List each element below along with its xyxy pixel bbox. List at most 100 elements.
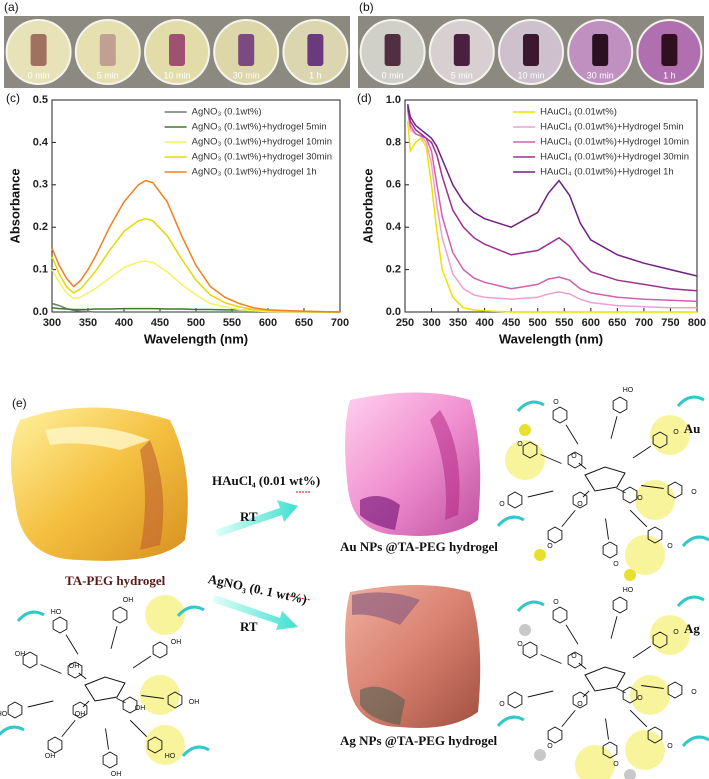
atom-label: O [547, 543, 553, 550]
ring [652, 431, 668, 449]
ring [667, 681, 683, 699]
photo-label: 1 h [663, 70, 676, 80]
photo-label: 0 min [382, 70, 404, 80]
hydrogel [592, 34, 609, 66]
arrow [215, 500, 298, 537]
x-axis-title: Wavelength (nm) [144, 331, 248, 346]
x-axis-title: Wavelength (nm) [499, 331, 603, 346]
atom-label: O [547, 743, 553, 750]
bond [65, 634, 79, 655]
photo-label: 0 min [28, 70, 50, 80]
atom-label: HO [165, 753, 176, 760]
gel-shade [352, 592, 420, 625]
core-ring [584, 666, 626, 692]
photo-label: 10 min [163, 70, 190, 80]
bond [582, 490, 590, 498]
x-tick-label: 600 [259, 317, 277, 329]
ring [552, 606, 568, 624]
peg-chain [496, 715, 525, 728]
ring [567, 451, 583, 469]
atom-label: O [571, 453, 577, 460]
ring [22, 651, 38, 669]
x-tick-label: 350 [79, 317, 97, 329]
atom-label: OH [135, 705, 146, 712]
gel-shade [430, 410, 460, 520]
y-axis-title: Absorbance [360, 168, 375, 243]
highlight [650, 615, 690, 655]
ring [122, 696, 138, 714]
highlight [575, 745, 615, 779]
bond [616, 687, 626, 694]
highlight [635, 480, 675, 520]
y-tick-label: 0.1 [33, 264, 48, 276]
legend-label: HAuCl₄ (0.01wt%)+Hydrogel 30min [540, 152, 689, 163]
ring [647, 726, 663, 744]
panel-label: (d) [357, 91, 372, 105]
photo-label: 5 min [451, 70, 473, 80]
atom-label: O [667, 543, 673, 550]
bond [565, 424, 579, 445]
highlight [625, 535, 665, 575]
bond [105, 728, 109, 750]
x-tick-label: 400 [475, 317, 493, 329]
atom-label: O [613, 761, 619, 768]
x-tick-label: 800 [688, 317, 706, 329]
panel-label: (e) [12, 396, 27, 410]
y-tick-label: 0.4 [33, 136, 49, 148]
atom-label: O [691, 689, 697, 696]
legend-label: AgNO₃ (0.1wt%) [192, 107, 262, 118]
hydrogel [30, 34, 47, 66]
x-tick-label: 550 [555, 317, 573, 329]
product-label: Au NPs @TA-PEG hydrogel [340, 539, 498, 554]
x-tick-label: 700 [331, 317, 349, 329]
bond [40, 664, 62, 674]
series-line [406, 110, 697, 309]
x-tick-label: 500 [187, 317, 205, 329]
nanoparticle [624, 769, 636, 779]
bond [582, 690, 590, 698]
y-tick-label: 1.0 [386, 94, 401, 106]
metal-tag: Au [684, 421, 701, 436]
series-line [406, 121, 697, 313]
hydrogel [384, 34, 401, 66]
highlight [145, 725, 185, 765]
bond [641, 485, 664, 489]
bond [116, 697, 126, 704]
ring [52, 616, 68, 634]
atom-label: O [499, 701, 505, 708]
gel-shade [140, 440, 164, 550]
bond [82, 700, 90, 708]
x-tick-label: 650 [608, 317, 626, 329]
bond [605, 518, 609, 540]
ring [572, 691, 588, 709]
highlight [505, 440, 545, 480]
bond [129, 719, 148, 738]
bond [578, 462, 587, 470]
legend-label: AgNO₃ (0.1wt%)+hydrogel 10min [192, 137, 332, 148]
atom-label: HO [623, 387, 634, 394]
atom-label: O [673, 429, 679, 436]
legend-label: HAuCl₄ (0.01wt%)+Hydrogel 10min [540, 137, 689, 148]
peg-chain [516, 400, 545, 413]
ring [572, 491, 588, 509]
atom-label: O [553, 399, 559, 406]
y-tick-label: 0.2 [33, 221, 48, 233]
metal-tag: Ag [684, 621, 700, 636]
atom-label: O [577, 501, 583, 508]
legend-label: AgNO₃ (0.1wt%)+hydrogel 30min [192, 152, 332, 163]
atom-label: OH [69, 663, 80, 670]
atom-label: O [577, 701, 583, 708]
atom-label: O [571, 653, 577, 660]
y-tick-label: 0.6 [386, 179, 401, 191]
ring [622, 686, 638, 704]
x-tick-label: 250 [396, 317, 414, 329]
x-tick-label: 300 [43, 317, 61, 329]
highlight [630, 675, 670, 715]
panel-label: (a) [4, 0, 19, 14]
bond [641, 685, 664, 689]
bond [578, 662, 587, 670]
atom-label: O [691, 489, 697, 496]
bond [632, 645, 652, 659]
peg-chain [176, 605, 205, 618]
ring [602, 741, 618, 759]
